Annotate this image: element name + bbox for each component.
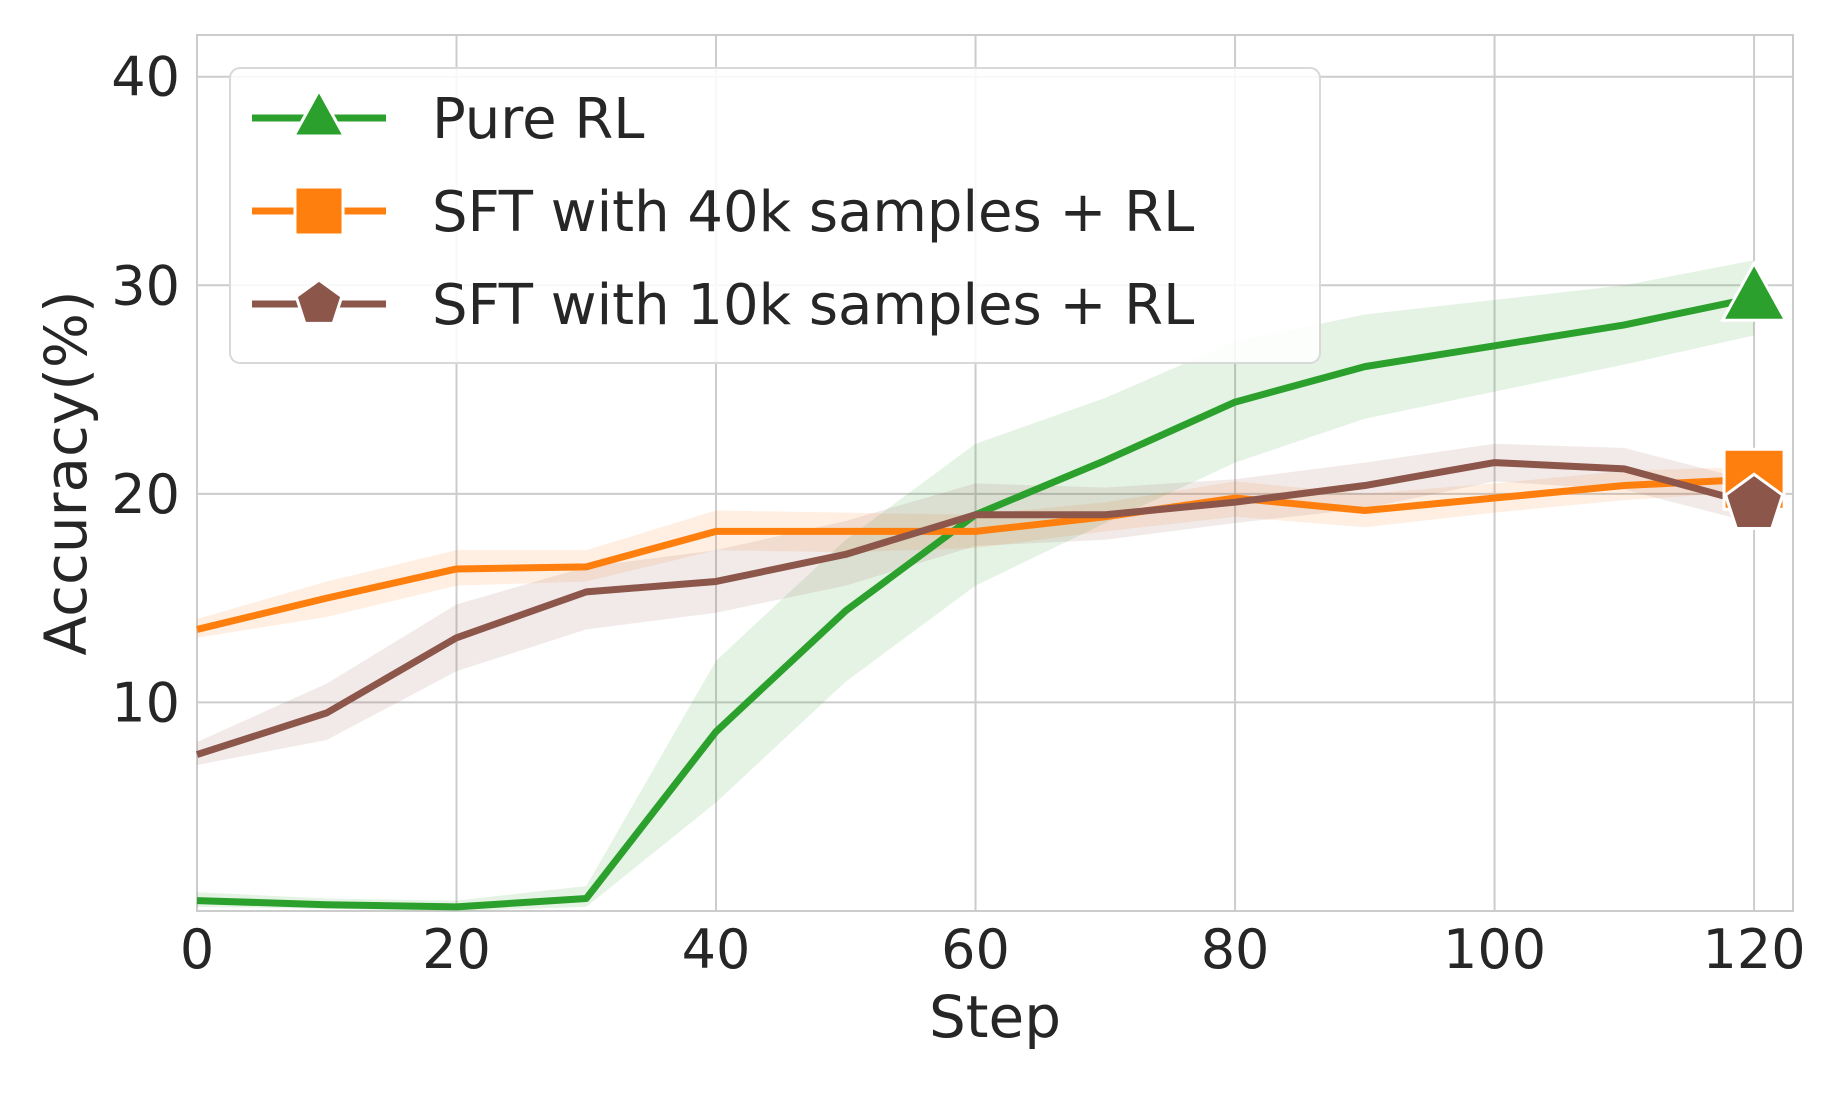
y-axis-label: Accuracy(%) [32, 290, 100, 655]
band-pure-rl [197, 260, 1755, 911]
x-tick-label: 80 [1201, 918, 1270, 981]
legend-marker-pure-rl [291, 87, 347, 138]
legend-label: Pure RL [432, 87, 644, 152]
x-tick-label: 20 [422, 918, 491, 981]
x-tick-labels: 0 20 40 60 80 100 120 [180, 918, 1806, 981]
legend-marker-sft-with-40k-samples-rl [293, 185, 345, 237]
y-tick-label: 20 [111, 463, 180, 526]
x-tick-label: 100 [1443, 918, 1546, 981]
x-tick-label: 0 [180, 918, 214, 981]
series-lines [195, 294, 1755, 911]
y-tick-label: 30 [111, 254, 180, 317]
y-tick-label: 10 [111, 671, 180, 734]
y-tick-label: 40 [111, 46, 180, 109]
x-tick-label: 60 [941, 918, 1010, 981]
legend-marker-sft-with-10k-samples-rl [294, 278, 344, 325]
y-tick-labels: 10 20 30 40 [111, 46, 180, 735]
legend-label: SFT with 10k samples + RL [432, 273, 1194, 338]
x-tick-label: 120 [1703, 918, 1806, 981]
end-marker-pure-rl [1720, 260, 1789, 322]
line-sft-with-40k-samples-rl [196, 475, 1755, 633]
end-marker-sft-with-10k-samples-rl [1723, 472, 1785, 531]
x-tick-label: 40 [682, 918, 751, 981]
x-axis-label: Step [929, 983, 1061, 1051]
line-sft-with-10k-samples-rl [195, 459, 1755, 758]
legend-label: SFT with 40k samples + RL [432, 180, 1194, 245]
legend: Pure RL SFT with 40k samples + RL SFT with… [229, 67, 1321, 364]
end-markers [1720, 260, 1789, 531]
band-sft-with-10k-samples-rl [197, 443, 1755, 765]
legend-box [229, 67, 1321, 364]
